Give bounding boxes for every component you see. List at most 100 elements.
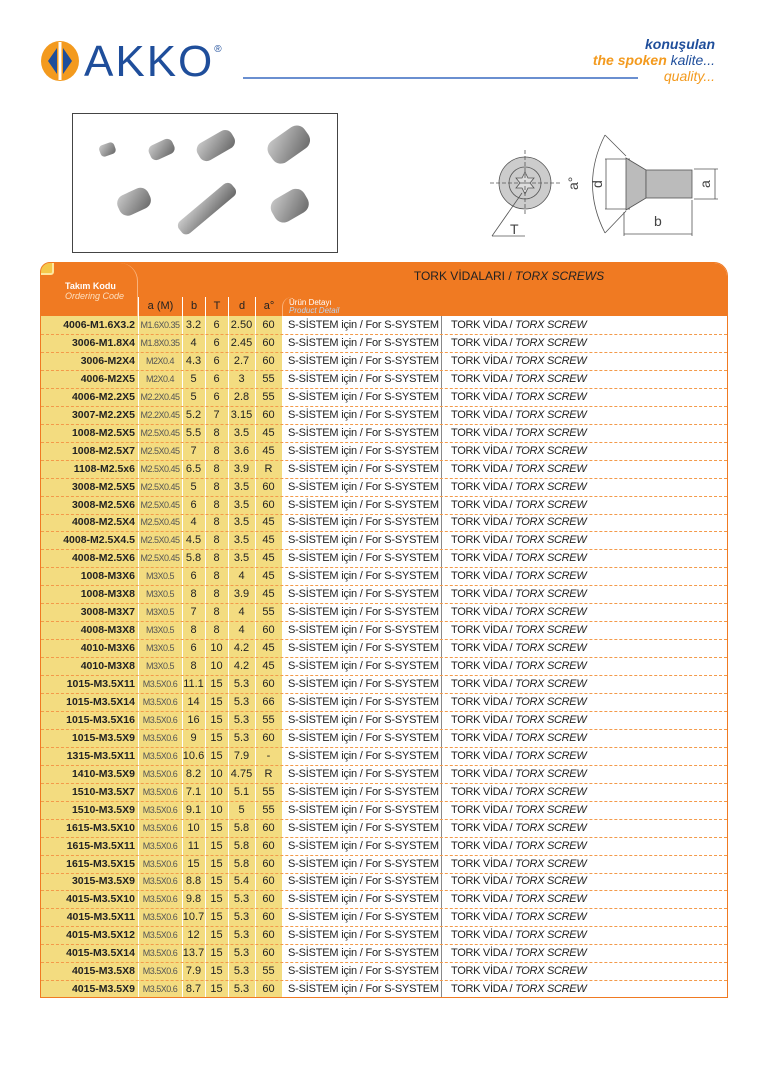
cell-thread-a: M1.8X0.35: [140, 337, 180, 348]
cell-head-d: 5: [238, 803, 245, 816]
cell-torx-T: 15: [210, 965, 223, 978]
cell-product: TORK VİDA / TORX SCREW: [451, 803, 587, 816]
table-row: 4015-M3.5X8 M3.5X0.6 7.9 15 5.3 55 S-SİSTEM iç…: [41, 963, 727, 982]
table-row: 1108-M2.5x6 M2.5X0.45 6.5 8 3.9 R S-SİSTEM içi…: [41, 461, 727, 479]
cell-length-b: 11: [187, 839, 200, 852]
cell-detail: S-SİSTEM için / For S-SYSTEM: [288, 660, 439, 673]
cell-angle: 60: [262, 336, 275, 349]
table-row: 4015-M3.5X11 M3.5X0.6 10.7 15 5.3 60 S-SİSTEM …: [41, 909, 727, 928]
table-row: 1008-M3X8 M3X0.5 8 8 3.9 45 S-SİSTEM için / Fo…: [41, 586, 727, 605]
cell-detail: S-SİSTEM için / For S-SYSTEM: [288, 516, 439, 529]
cell-product: TORK VİDA / TORX SCREW: [451, 606, 587, 619]
table-row: 1008-M2.5X5 M2.5X0.45 5.5 8 3.5 45 S-SİSTEM iç…: [41, 425, 727, 443]
cell-angle: 45: [262, 516, 275, 529]
cell-product: TORK VİDA / TORX SCREW: [451, 983, 587, 996]
cell-angle: 60: [262, 480, 275, 493]
akko-logo-mark-icon: [41, 41, 79, 81]
cell-length-b: 5: [190, 372, 197, 385]
cell-length-b: 4: [190, 336, 197, 349]
cell-head-d: 3.5: [233, 516, 250, 529]
cell-detail: S-SİSTEM için / For S-SYSTEM: [288, 372, 439, 385]
cell-head-d: 3.5: [233, 552, 250, 565]
cell-head-d: 5.3: [233, 911, 250, 924]
cell-detail: S-SİSTEM için / For S-SYSTEM: [288, 588, 439, 601]
cell-length-b: 11.1: [183, 678, 204, 690]
cell-product: TORK VİDA / TORX SCREW: [451, 319, 587, 331]
cell-thread-a: M3X0.5: [145, 571, 175, 582]
cell-detail: S-SİSTEM için / For S-SYSTEM: [288, 390, 439, 403]
table-row: 4008-M2.5X4.5 M2.5X0.45 4.5 8 3.5 45 S-SİSTEM …: [41, 532, 727, 551]
registered-mark: ®: [214, 44, 222, 55]
cell-torx-T: 15: [210, 929, 223, 942]
cell-thread-a: M3.5X0.6: [142, 894, 178, 905]
cell-head-d: 4: [238, 624, 245, 637]
cell-thread-a: M2.5X0.45: [140, 535, 180, 546]
cell-detail: S-SİSTEM için / For S-SYSTEM: [288, 965, 439, 978]
cell-length-b: 7: [190, 444, 197, 457]
cell-angle: 45: [262, 660, 275, 673]
cell-length-b: 5.8: [185, 552, 202, 565]
cell-thread-a: M3.5X0.6: [142, 696, 178, 707]
cell-ordering-code: 3008-M3X7: [80, 606, 135, 619]
cell-torx-T: 10: [210, 803, 223, 816]
code-header-en: Ordering Code: [65, 291, 125, 301]
cell-angle: 60: [262, 947, 275, 960]
table-row: 4015-M3.5X10 M3.5X0.6 9.8 15 5.3 60 S-SİSTEM i…: [41, 891, 727, 910]
cell-ordering-code: 1315-M3.5X11: [66, 749, 135, 762]
cell-ordering-code: 3008-M2.5X5: [71, 480, 135, 493]
cell-length-b: 8: [190, 624, 197, 637]
cell-torx-T: 8: [213, 588, 220, 601]
cell-torx-T: 15: [210, 875, 223, 888]
cell-detail: S-SİSTEM için / For S-SYSTEM: [288, 462, 439, 475]
cell-torx-T: 6: [213, 390, 220, 403]
table-row: 4006-M1.6X3.2 M1.6X0.35 3.2 6 2.50 60 S-SİSTEM…: [41, 317, 727, 335]
cell-thread-a: M2.5X0.45: [140, 553, 180, 564]
cell-head-d: 4: [238, 606, 245, 619]
cell-thread-a: M3.5X0.6: [142, 912, 178, 923]
table-header: [41, 263, 727, 316]
cell-product: TORK VİDA / TORX SCREW: [451, 731, 587, 744]
cell-angle: 55: [262, 785, 275, 798]
cell-thread-a: M3.5X0.6: [142, 840, 178, 851]
cell-torx-T: 15: [210, 731, 223, 744]
cell-torx-T: 15: [210, 893, 223, 906]
cell-ordering-code: 1015-M3.5X9: [71, 731, 135, 744]
cell-torx-T: 6: [213, 319, 220, 331]
cell-length-b: 4: [190, 516, 197, 529]
cell-length-b: 6: [190, 498, 197, 511]
table-row: 1615-M3.5X10 M3.5X0.6 10 15 5.8 60 S-SİSTEM iç…: [41, 820, 727, 838]
yellow-columns-bg: [41, 316, 282, 997]
cell-torx-T: 15: [210, 947, 223, 960]
cell-product: TORK VİDA / TORX SCREW: [451, 911, 587, 924]
cell-length-b: 8: [190, 588, 197, 601]
cell-detail: S-SİSTEM için / For S-SYSTEM: [288, 749, 439, 762]
cell-product: TORK VİDA / TORX SCREW: [451, 875, 587, 888]
cell-detail: S-SİSTEM için / For S-SYSTEM: [288, 875, 439, 888]
cell-head-d: 5.3: [233, 678, 250, 690]
cell-ordering-code: 4006-M2.2X5: [71, 390, 135, 403]
cell-angle: 60: [262, 911, 275, 924]
slogan-line2a: the spoken: [592, 52, 667, 68]
cell-head-d: 3.5: [233, 480, 250, 493]
table-row: 3006-M2X4 M2X0.4 4.3 6 2.7 60 S-SİSTEM için / …: [41, 353, 727, 371]
cell-product: TORK VİDA / TORX SCREW: [451, 372, 587, 385]
cell-torx-T: 15: [210, 911, 223, 924]
cell-product: TORK VİDA / TORX SCREW: [451, 839, 587, 852]
cell-product: TORK VİDA / TORX SCREW: [451, 570, 587, 583]
screw-dimension-diagram: T a° d a b: [490, 134, 718, 237]
cell-ordering-code: 4008-M2.5X4: [71, 516, 135, 529]
table-row: 1615-M3.5X11 M3.5X0.6 11 15 5.8 60 S-SİSTEM iç…: [41, 838, 727, 856]
table-row: 3006-M1.8X4 M1.8X0.35 4 6 2.45 60 S-SİSTEM içi…: [41, 335, 727, 353]
cell-length-b: 3.2: [185, 319, 202, 331]
cell-product: TORK VİDA / TORX SCREW: [451, 785, 587, 798]
cell-angle: R: [264, 767, 273, 780]
cell-torx-T: 15: [210, 713, 223, 726]
cell-thread-a: M3X0.5: [145, 643, 175, 654]
cell-ordering-code: 4006-M1.6X3.2: [63, 319, 135, 331]
cell-ordering-code: 1510-M3.5X7: [71, 785, 135, 798]
cell-angle: 55: [262, 803, 275, 816]
cell-torx-T: 8: [213, 570, 220, 583]
cell-ordering-code: 4015-M3.5X12: [66, 929, 135, 942]
cell-torx-T: 8: [213, 624, 220, 637]
cell-head-d: 5.4: [233, 875, 250, 888]
